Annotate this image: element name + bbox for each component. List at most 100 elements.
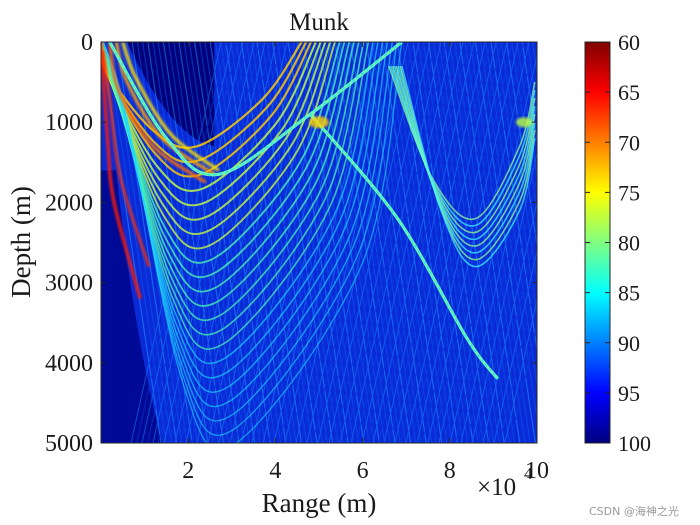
texture-stripe xyxy=(323,42,414,443)
x-tick-label: 8 xyxy=(444,458,456,484)
x-axis-label: Range (m) xyxy=(262,488,377,518)
texture-stripe xyxy=(422,42,513,443)
texture-stripe xyxy=(412,42,474,443)
texture-stripe xyxy=(152,42,244,443)
texture-stripe xyxy=(295,42,387,443)
texture-stripe xyxy=(209,42,271,443)
texture-stripe xyxy=(511,42,537,215)
x-multiplier-exponent: 4 xyxy=(524,464,533,483)
texture-stripe xyxy=(510,322,537,443)
texture-stripe xyxy=(495,42,537,319)
texture-stripe xyxy=(235,42,326,443)
x-tick-label: 4 xyxy=(269,458,281,484)
colorbar-tick-label: 60 xyxy=(618,30,640,55)
colorbar-tick-label: 100 xyxy=(618,431,651,456)
texture-stripe xyxy=(480,42,537,423)
bright-spot xyxy=(309,116,329,129)
texture-stripe xyxy=(313,42,375,443)
texture-stripe xyxy=(449,53,537,443)
second-zone-ray xyxy=(397,65,536,254)
texture-stripe xyxy=(438,42,500,443)
y-tick-label: 3000 xyxy=(45,271,93,297)
texture-stripe xyxy=(504,298,537,443)
texture-stripe xyxy=(224,42,315,443)
texture-stripe xyxy=(251,42,343,443)
texture-stripe xyxy=(306,42,398,443)
hot-ray xyxy=(108,42,207,184)
texture-stripe xyxy=(279,42,370,443)
texture-stripe xyxy=(105,42,167,443)
texture-stripe xyxy=(477,175,537,443)
chart-title: Munk xyxy=(289,9,349,36)
texture-stripe xyxy=(230,42,292,443)
texture-stripe xyxy=(350,42,412,443)
texture-stripe xyxy=(378,42,469,443)
texture-stripe xyxy=(180,42,271,443)
texture-stripe xyxy=(162,42,224,443)
texture-stripe xyxy=(400,42,491,443)
texture-stripe xyxy=(416,42,508,443)
colorbar-tick-label: 75 xyxy=(618,180,640,205)
second-zone-ray xyxy=(391,65,536,234)
y-tick-label: 4000 xyxy=(45,351,93,377)
x-tick-label: 2 xyxy=(182,458,194,484)
texture-stripe xyxy=(235,42,297,443)
texture-stripe xyxy=(356,42,447,443)
texture-stripe xyxy=(532,42,537,76)
texture-stripe xyxy=(500,42,537,284)
y-tick-label: 0 xyxy=(81,30,93,56)
texture-stripe xyxy=(499,273,537,443)
texture-stripe xyxy=(290,42,381,443)
texture-stripe xyxy=(185,42,277,443)
texture-stripe xyxy=(488,224,537,443)
texture-stripe xyxy=(485,42,537,389)
plot-frame xyxy=(100,41,538,444)
texture-stripe xyxy=(196,42,288,443)
texture-stripe xyxy=(394,42,486,443)
texture-stripe xyxy=(389,42,480,443)
texture-stripe xyxy=(460,102,537,443)
texture-stripe xyxy=(339,42,431,443)
texture-stripe xyxy=(199,42,261,443)
second-zone-ray xyxy=(393,65,536,241)
reflected-ray xyxy=(309,113,500,380)
texture-stripe xyxy=(147,42,209,443)
texture-stripe xyxy=(361,42,453,443)
colorbar-tick-label: 80 xyxy=(618,231,640,256)
x-multiplier: ×10 4 xyxy=(477,464,533,501)
texture-stripe xyxy=(213,42,304,443)
x-multiplier-base: ×10 xyxy=(477,474,516,501)
colorbar-tick-label: 65 xyxy=(618,80,640,105)
hot-ray xyxy=(101,42,142,299)
heatmap-area xyxy=(100,41,538,444)
x-tick-label: 10 xyxy=(525,458,549,484)
texture-stripe xyxy=(405,42,497,443)
colorbar-tick-label: 70 xyxy=(618,130,640,155)
texture-stripe xyxy=(214,42,276,443)
y-tick-label: 5000 xyxy=(45,431,93,457)
texture-stripe xyxy=(303,42,365,443)
watermark: CSDN @海神之光 xyxy=(589,504,679,518)
texture-stripe xyxy=(438,42,530,443)
texture-stripe xyxy=(350,42,442,443)
texture-stripe xyxy=(482,200,537,443)
y-tick-label: 1000 xyxy=(45,110,93,136)
ray-arc xyxy=(102,42,403,443)
second-zone-ray xyxy=(401,65,536,268)
y-axis-label: Depth (m) xyxy=(6,186,36,298)
texture-stripe xyxy=(433,42,524,443)
colorbar-tick-label: 85 xyxy=(618,281,640,306)
texture-stripe xyxy=(516,42,537,180)
texture-stripe xyxy=(344,42,406,443)
texture-stripe xyxy=(407,42,469,443)
bright-spot xyxy=(515,117,532,128)
shadow-zone-left xyxy=(101,170,163,443)
texture-stripe xyxy=(147,42,238,443)
texture-stripe xyxy=(251,42,313,443)
texture-stripe xyxy=(262,42,354,443)
texture-stripe xyxy=(490,42,537,354)
x-axis: 2 4 6 8 10 xyxy=(182,42,549,484)
texture-stripe xyxy=(466,126,537,443)
hot-ray xyxy=(101,49,151,267)
